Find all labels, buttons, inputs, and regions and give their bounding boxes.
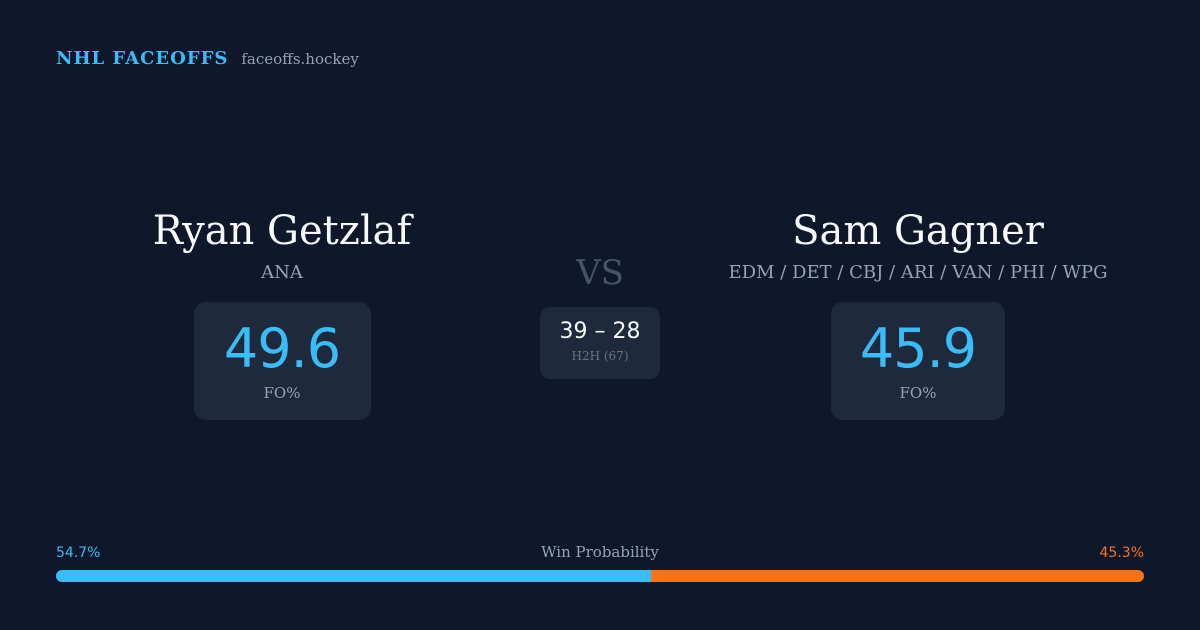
win-probability-bar <box>56 570 1144 582</box>
win-probability-right: 45.3% <box>1099 545 1144 561</box>
player-name-right: Sam Gagner <box>792 208 1044 254</box>
faceoff-percentage-right: 45.9 <box>859 317 977 380</box>
player-card-right: Sam Gagner EDM / DET / CBJ / ARI / VAN /… <box>658 206 1178 420</box>
faceoff-label-right: FO% <box>899 384 937 402</box>
faceoff-label-left: FO% <box>263 384 301 402</box>
player-card-left: Ryan Getzlaf ANA 49.6 FO% <box>22 206 542 420</box>
player-team-left: ANA <box>261 262 303 283</box>
brand-header: NHL FACEOFFS faceoffs.hockey <box>56 48 359 69</box>
win-probability-title: Win Probability <box>541 543 659 561</box>
faceoff-stat-box-left: 49.6 FO% <box>193 302 371 420</box>
player-name-left: Ryan Getzlaf <box>152 208 412 254</box>
win-probability-bar-left <box>56 570 652 582</box>
versus-label: VS <box>576 253 624 293</box>
head-to-head-box: 39 – 28 H2H (67) <box>540 307 660 379</box>
head-to-head-label: H2H (67) <box>571 349 629 363</box>
faceoff-stat-box-right: 45.9 FO% <box>831 302 1005 420</box>
faceoff-percentage-left: 49.6 <box>223 317 341 380</box>
win-probability-bar-right <box>651 570 1144 582</box>
player-team-right: EDM / DET / CBJ / ARI / VAN / PHI / WPG <box>728 262 1108 283</box>
brand-title[interactable]: NHL FACEOFFS <box>56 48 229 69</box>
head-to-head-score: 39 – 28 <box>559 319 641 344</box>
brand-domain[interactable]: faceoffs.hockey <box>241 50 359 68</box>
win-probability-left: 54.7% <box>56 545 101 561</box>
